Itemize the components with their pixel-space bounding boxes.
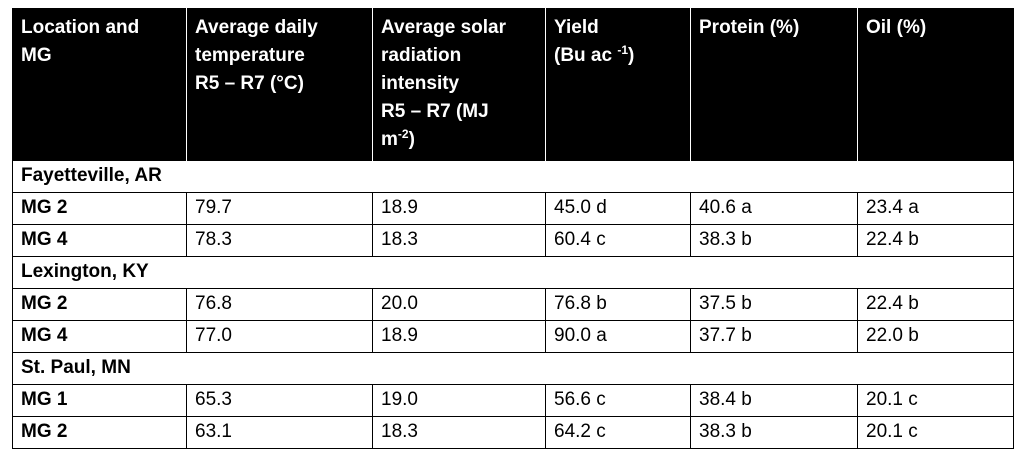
header-oil: Oil (%) (857, 8, 1014, 160)
temperature-cell: 76.8 (186, 287, 373, 321)
yield-cell: 45.0 d (545, 191, 691, 225)
radiation-cell: 18.3 (372, 223, 546, 257)
yield-cell: 76.8 b (545, 287, 691, 321)
oil-cell: 22.4 b (857, 223, 1014, 257)
header-radiation: Average solar radiation intensity R5 – R… (372, 8, 546, 160)
header-row: Location and MG Average daily temperatur… (12, 8, 1014, 160)
table-row: MG 2 63.1 18.3 64.2 c 38.3 b 20.1 c (12, 415, 1014, 449)
oil-cell: 22.4 b (857, 287, 1014, 321)
yield-cell: 90.0 a (545, 319, 691, 353)
radiation-cell: 18.9 (372, 191, 546, 225)
header-radiation-close: ) (408, 129, 415, 150)
radiation-cell: 20.0 (372, 287, 546, 321)
table-row: MG 4 77.0 18.9 90.0 a 37.7 b 22.0 b (12, 319, 1014, 353)
protein-cell: 40.6 a (690, 191, 858, 225)
header-temperature-line-1: Average daily (195, 17, 318, 38)
header-radiation-line-2: radiation (381, 45, 462, 66)
header-radiation-line-3: intensity (381, 73, 460, 94)
table-header: Location and MG Average daily temperatur… (12, 8, 1014, 160)
radiation-cell: 19.0 (372, 383, 546, 417)
header-radiation-exponent: -2 (397, 127, 409, 141)
table-body: Fayetteville, AR MG 2 79.7 18.9 45.0 d 4… (12, 159, 1014, 449)
protein-cell: 38.3 b (690, 223, 858, 257)
header-temperature: Average daily temperature R5 – R7 (°C) (186, 8, 373, 160)
header-temperature-line-3: R5 – R7 (°C) (195, 73, 304, 94)
header-yield-unit: (Bu ac (554, 45, 618, 66)
header-yield: Yield (Bu ac -1) (545, 8, 691, 160)
header-location-line-2: MG (21, 45, 52, 66)
header-yield-line-1: Yield (554, 17, 599, 38)
radiation-cell: 18.9 (372, 319, 546, 353)
temperature-cell: 77.0 (186, 319, 373, 353)
oil-cell: 22.0 b (857, 319, 1014, 353)
group-row-fayetteville: Fayetteville, AR (12, 159, 1014, 193)
header-radiation-line-4: R5 – R7 (MJ (381, 101, 489, 122)
table-row: MG 2 76.8 20.0 76.8 b 37.5 b 22.4 b (12, 287, 1014, 321)
temperature-cell: 65.3 (186, 383, 373, 417)
header-radiation-line-1: Average solar (381, 17, 506, 38)
table-row: MG 4 78.3 18.3 60.4 c 38.3 b 22.4 b (12, 223, 1014, 257)
group-label: Fayetteville, AR (12, 159, 1014, 193)
protein-cell: 37.5 b (690, 287, 858, 321)
table-row: MG 1 65.3 19.0 56.6 c 38.4 b 20.1 c (12, 383, 1014, 417)
table-row: MG 2 79.7 18.9 45.0 d 40.6 a 23.4 a (12, 191, 1014, 225)
group-label: St. Paul, MN (12, 351, 1014, 385)
yield-cell: 56.6 c (545, 383, 691, 417)
temperature-cell: 63.1 (186, 415, 373, 449)
temperature-cell: 78.3 (186, 223, 373, 257)
mg-cell: MG 2 (12, 287, 187, 321)
header-protein: Protein (%) (690, 8, 858, 160)
protein-cell: 37.7 b (690, 319, 858, 353)
group-label: Lexington, KY (12, 255, 1014, 289)
protein-cell: 38.4 b (690, 383, 858, 417)
group-row-st-paul: St. Paul, MN (12, 351, 1014, 385)
oil-cell: 23.4 a (857, 191, 1014, 225)
mg-cell: MG 2 (12, 191, 187, 225)
group-row-lexington: Lexington, KY (12, 255, 1014, 289)
protein-cell: 38.3 b (690, 415, 858, 449)
mg-cell: MG 4 (12, 319, 187, 353)
header-temperature-line-2: temperature (195, 45, 305, 66)
data-table-container: Location and MG Average daily temperatur… (12, 8, 1014, 449)
header-location: Location and MG (12, 8, 187, 160)
oil-cell: 20.1 c (857, 383, 1014, 417)
soybean-table: Location and MG Average daily temperatur… (12, 8, 1014, 449)
radiation-cell: 18.3 (372, 415, 546, 449)
mg-cell: MG 4 (12, 223, 187, 257)
temperature-cell: 79.7 (186, 191, 373, 225)
oil-cell: 20.1 c (857, 415, 1014, 449)
mg-cell: MG 1 (12, 383, 187, 417)
header-yield-exponent: -1 (617, 43, 629, 57)
mg-cell: MG 2 (12, 415, 187, 449)
header-yield-close: ) (628, 45, 635, 66)
header-location-line-1: Location and (21, 17, 140, 38)
yield-cell: 60.4 c (545, 223, 691, 257)
yield-cell: 64.2 c (545, 415, 691, 449)
header-radiation-unit: m (381, 129, 398, 150)
